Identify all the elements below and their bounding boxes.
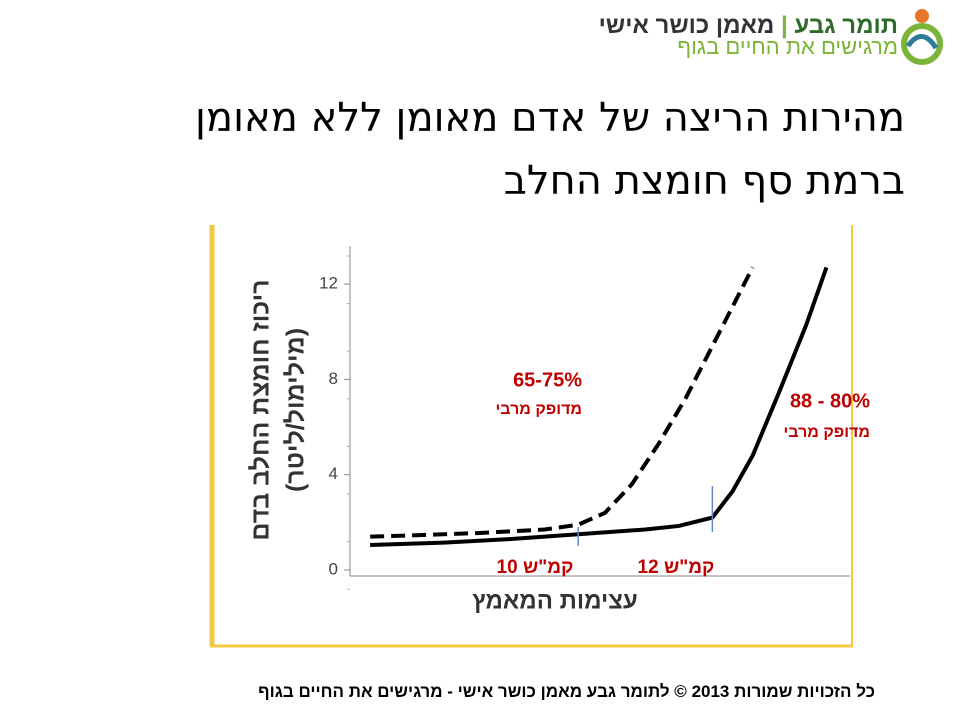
annotation: 65-75% (513, 369, 582, 391)
logo-text: תומר גבע | מאמן כושר אישי (598, 12, 898, 39)
y-tick-label: 8 (329, 369, 338, 388)
series-line (370, 266, 829, 547)
logo-icon (901, 9, 943, 65)
y-tick-label: 0 (329, 559, 338, 578)
annotation: 88 - 80% (790, 390, 870, 412)
annotation: מדופק מרבי (783, 424, 870, 441)
annotation: מדופק מרבי (495, 401, 582, 418)
title-line: מהירות הריצה של אדם מאומן ללא מאומן (195, 95, 905, 141)
y-axis-label: (מילימול/ליטר) (282, 328, 310, 492)
logo-role: מאמן כושר אישי (598, 12, 775, 39)
annotation: 10 קמ"ש (497, 557, 574, 578)
logo-name: תומר גבע (794, 12, 898, 39)
y-axis-label: ריכוז חומצת החלב בדם (247, 279, 275, 540)
annotation: 12 קמ"ש (638, 557, 715, 578)
footer: כל הזכויות שמורות 2013 © לתומר גבע מאמן … (258, 682, 875, 701)
y-tick-label: 4 (329, 464, 338, 483)
title-line: ברמת סף חומצת החלב (503, 158, 905, 204)
x-axis-label: עצימות המאמץ (472, 587, 637, 614)
series-line (370, 266, 755, 539)
logo-tagline: מרגישים את החיים בגוף (677, 34, 898, 59)
y-tick-label: 12 (319, 274, 338, 293)
